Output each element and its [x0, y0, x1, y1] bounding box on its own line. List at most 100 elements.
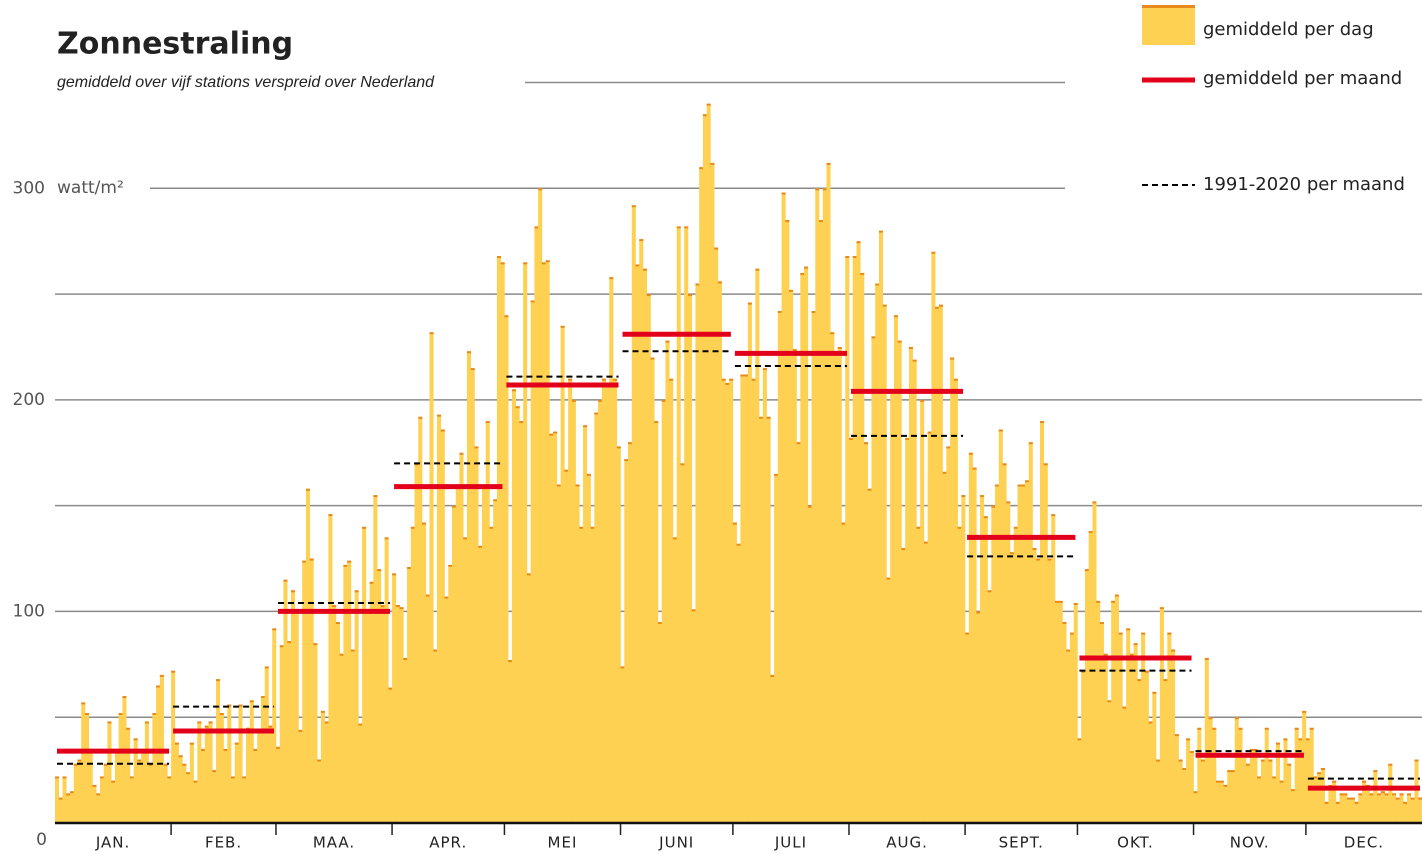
- bar-body: [702, 114, 707, 824]
- bar-body: [1144, 670, 1149, 823]
- day-bar: [504, 315, 509, 823]
- bar-body: [186, 772, 191, 823]
- day-bar: [485, 421, 490, 823]
- day-bar: [197, 721, 202, 823]
- bar-cap: [309, 558, 314, 561]
- bar-cap: [1171, 649, 1176, 652]
- bar-cap: [714, 247, 719, 250]
- bar-body: [260, 696, 266, 823]
- day-bar: [534, 226, 539, 823]
- day-bar: [425, 594, 430, 823]
- bar-cap: [1141, 632, 1146, 635]
- bar-body: [114, 748, 119, 823]
- bar-body: [691, 609, 696, 823]
- day-bar: [863, 442, 869, 823]
- day-bar: [1039, 421, 1045, 823]
- bar-body: [227, 704, 232, 823]
- bar-body: [942, 471, 947, 823]
- bar-cap: [182, 763, 187, 766]
- bar-body: [1084, 569, 1089, 823]
- bar-body: [725, 382, 730, 823]
- bar-cap: [800, 272, 805, 275]
- x-tick-label: FEB.: [205, 834, 242, 852]
- bar-cap: [444, 596, 449, 599]
- day-bar: [586, 473, 591, 823]
- day-bar: [792, 349, 797, 823]
- bar-cap: [897, 340, 902, 343]
- bar-cap: [407, 567, 412, 570]
- day-bar: [1373, 770, 1378, 823]
- day-bar: [1249, 748, 1254, 823]
- day-bar: [1414, 759, 1419, 823]
- day-bar: [1036, 558, 1041, 823]
- bar-cap: [579, 526, 584, 529]
- bar-cap: [511, 389, 516, 392]
- day-bar: [751, 378, 756, 823]
- day-bar: [1208, 717, 1213, 823]
- day-bar: [238, 704, 243, 823]
- day-bar: [1156, 759, 1161, 823]
- day-bar: [571, 399, 576, 823]
- bar-cap: [1418, 797, 1422, 800]
- day-bar: [343, 564, 348, 823]
- day-bar: [695, 283, 700, 823]
- bar-body: [586, 473, 591, 823]
- day-bar: [1066, 649, 1071, 823]
- day-bar: [1107, 700, 1112, 823]
- bar-cap: [1137, 679, 1142, 682]
- day-bar: [133, 738, 138, 823]
- bar-body: [609, 277, 614, 823]
- day-bar: [579, 526, 584, 823]
- bar-cap: [586, 473, 591, 476]
- bar-cap: [1107, 700, 1112, 703]
- bar-body: [264, 666, 269, 823]
- day-bar: [811, 311, 816, 823]
- bar-cap: [500, 262, 505, 265]
- bar-body: [384, 537, 389, 823]
- day-bar: [167, 776, 172, 823]
- day-bar: [1418, 797, 1422, 823]
- bar-body: [1358, 793, 1363, 823]
- day-bar: [152, 712, 157, 823]
- day-bar: [1410, 797, 1415, 823]
- day-bar: [171, 670, 176, 823]
- day-bar: [1111, 600, 1116, 823]
- bar-cap: [1025, 480, 1030, 483]
- day-bar: [347, 560, 352, 823]
- bar-body: [796, 442, 801, 823]
- day-bar: [1354, 801, 1359, 823]
- bar-cap: [320, 710, 325, 713]
- bar-cap: [122, 696, 127, 699]
- bar-cap: [358, 723, 363, 726]
- day-bar: [1047, 558, 1052, 823]
- bar-cap: [249, 700, 254, 703]
- day-bar: [714, 247, 719, 824]
- bar-body: [84, 712, 90, 823]
- bar-body: [242, 776, 247, 823]
- bar-cap: [377, 569, 382, 572]
- day-bar: [496, 255, 501, 823]
- bar-cap: [886, 577, 891, 580]
- day-bar: [1253, 748, 1258, 823]
- day-bar: [73, 763, 78, 823]
- day-bar: [882, 304, 887, 824]
- bar-cap: [654, 421, 659, 424]
- bar-cap: [860, 272, 865, 275]
- bar-cap: [305, 488, 310, 491]
- bar-body: [1223, 784, 1228, 823]
- day-bar: [111, 780, 116, 823]
- bar-body: [504, 315, 509, 823]
- bar-cap: [1268, 759, 1273, 762]
- bar-body: [496, 255, 501, 823]
- day-bar: [1407, 793, 1412, 823]
- bar-body: [515, 406, 520, 823]
- bar-cap: [1021, 484, 1026, 487]
- bar-body: [1290, 789, 1295, 823]
- bar-body: [163, 763, 168, 823]
- bar-body: [912, 359, 917, 823]
- bar-cap: [1069, 632, 1074, 635]
- bar-cap: [1230, 770, 1236, 773]
- bar-cap: [905, 437, 910, 440]
- bar-cap: [541, 262, 546, 265]
- day-bar: [650, 357, 655, 823]
